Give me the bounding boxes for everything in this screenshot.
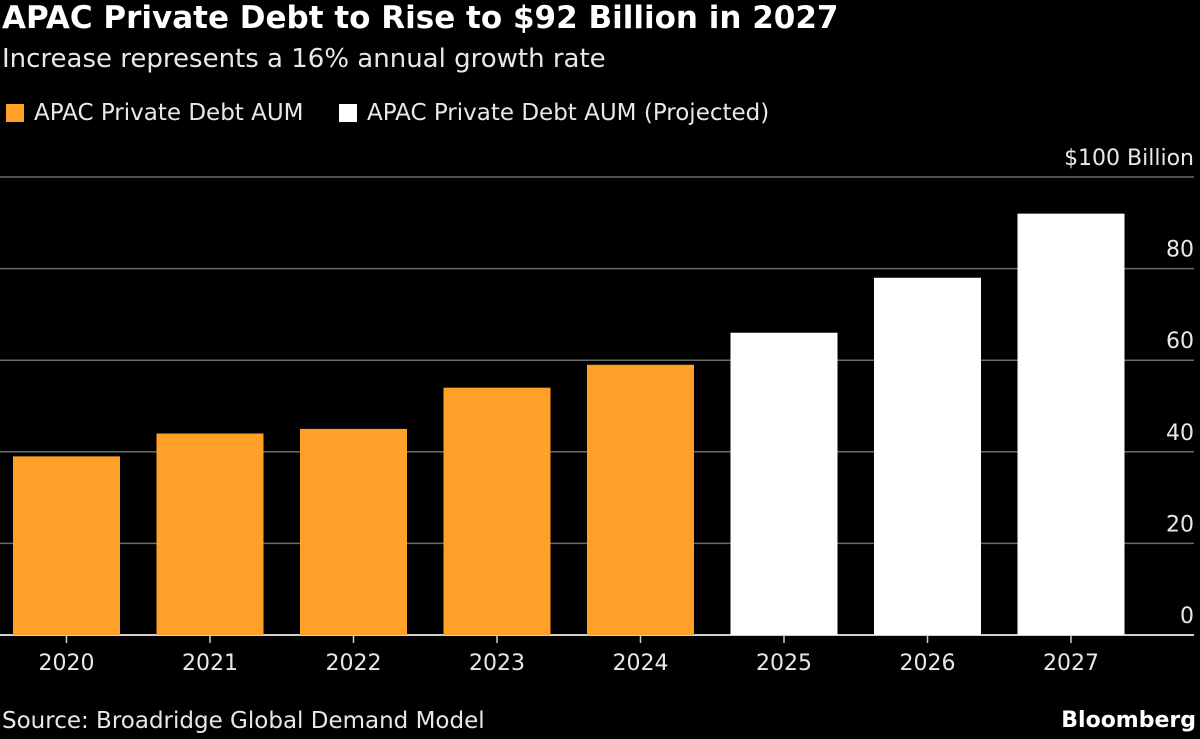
x-tick-label: 2023 [469,651,525,676]
bar-2027 [1017,213,1125,635]
x-tick-label: 2025 [756,651,812,676]
legend-swatch-projected [339,104,357,122]
bar-2020 [13,456,120,635]
bar-2022 [300,428,407,635]
bar-2021 [156,433,264,635]
x-tick-label: 2022 [326,651,382,676]
legend-item-actual: APAC Private Debt AUM [6,100,304,126]
legend-label-actual: APAC Private Debt AUM [34,100,304,126]
chart-subtitle: Increase represents a 16% annual growth … [2,44,606,74]
bar-2024 [587,364,694,635]
x-tick-label: 2021 [182,651,238,676]
bar-2026 [874,277,981,635]
x-tick-label: 2026 [900,651,956,676]
x-tick-label: 2027 [1043,651,1099,676]
legend-item-projected: APAC Private Debt AUM (Projected) [339,100,769,126]
y-tick-label: 40 [1166,421,1194,446]
bar-2025 [730,332,838,635]
legend-swatch-actual [6,104,24,122]
y-tick-label: 80 [1166,238,1194,263]
source-note: Source: Broadridge Global Demand Model [2,708,485,734]
bar-2023 [443,387,551,635]
y-tick-label: $100 Billion [1064,146,1194,171]
y-tick-label: 20 [1166,512,1194,537]
y-tick-label: 60 [1166,329,1194,354]
y-tick-label: 0 [1180,604,1194,629]
x-tick-label: 2024 [613,651,669,676]
legend-label-projected: APAC Private Debt AUM (Projected) [367,100,770,126]
x-tick-label: 2020 [39,651,95,676]
chart-title: APAC Private Debt to Rise to $92 Billion… [2,0,839,36]
bloomberg-logo: Bloomberg [1061,708,1196,733]
